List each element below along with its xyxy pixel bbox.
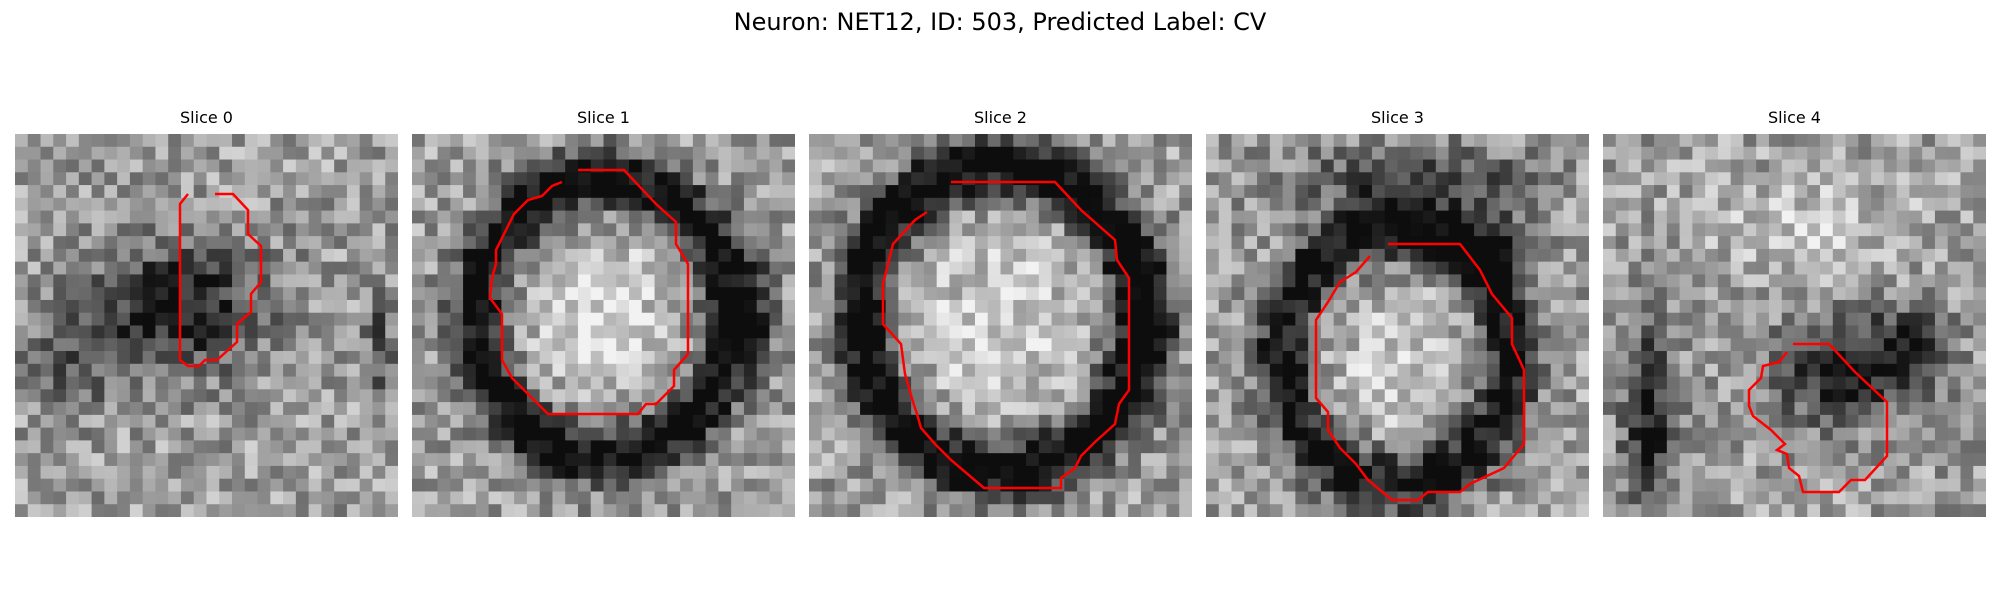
slice-panel-1: Slice 1	[412, 108, 795, 517]
slice-image-4	[1603, 134, 1986, 517]
segmentation-contour-2	[881, 180, 1131, 490]
grayscale-pixels-4	[1603, 134, 1986, 517]
segmentation-contour-3	[1314, 242, 1526, 502]
slice-panel-3: Slice 3	[1206, 108, 1589, 517]
slice-title-1: Slice 1	[577, 108, 630, 127]
slice-title-2: Slice 2	[974, 108, 1027, 127]
slice-panel-4: Slice 4	[1603, 108, 1986, 517]
segmentation-contour-4	[1747, 342, 1889, 494]
segmentation-contour-1	[488, 168, 690, 416]
slice-image-0	[15, 134, 398, 517]
slice-panel-2: Slice 2	[809, 108, 1192, 517]
slice-title-4: Slice 4	[1768, 108, 1821, 127]
slice-title-0: Slice 0	[180, 108, 233, 127]
slice-panel-0: Slice 0	[15, 108, 398, 517]
slice-image-1	[412, 134, 795, 517]
grayscale-pixels-0	[15, 134, 398, 517]
figure-title: Neuron: NET12, ID: 503, Predicted Label:…	[733, 8, 1267, 36]
grayscale-pixels-3	[1206, 134, 1589, 517]
grayscale-pixels-2	[809, 134, 1192, 517]
slice-image-3	[1206, 134, 1589, 517]
slice-image-2	[809, 134, 1192, 517]
grayscale-pixels-1	[412, 134, 795, 517]
segmentation-contour-0	[178, 192, 263, 368]
slice-title-3: Slice 3	[1371, 108, 1424, 127]
